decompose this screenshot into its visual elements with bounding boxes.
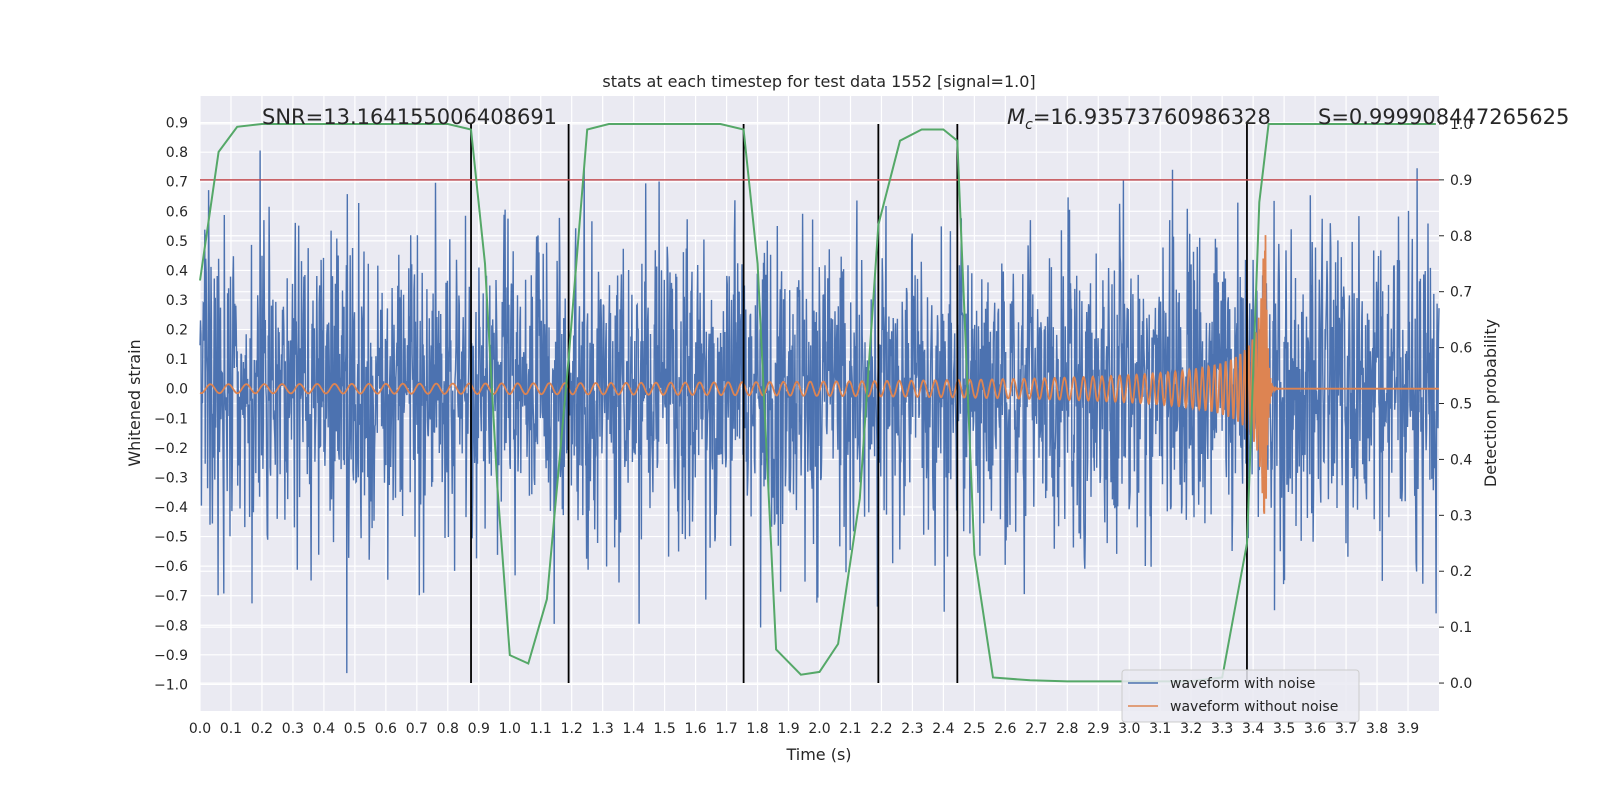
y2-tick-label: 1.0 bbox=[1450, 117, 1472, 133]
x-tick-label: 1.4 bbox=[623, 721, 645, 737]
y2-tick-label: 0.9 bbox=[1450, 173, 1472, 189]
y-tick-label: −0.5 bbox=[154, 530, 188, 546]
x-tick-label: 3.0 bbox=[1118, 721, 1140, 737]
y-tick-label: 0.1 bbox=[166, 352, 188, 368]
legend-label-clean: waveform without noise bbox=[1170, 699, 1338, 715]
x-tick-label: 0.7 bbox=[406, 721, 428, 737]
y-tick-label: 0.9 bbox=[166, 116, 188, 132]
noisy-waveform-line bbox=[199, 150, 1440, 674]
y2-tick-label: 0.7 bbox=[1450, 285, 1472, 301]
legend: waveform with noise waveform without noi… bbox=[1121, 669, 1360, 723]
y2-axis-label: Detection probability bbox=[1481, 319, 1500, 487]
chart-title: stats at each timestep for test data 155… bbox=[602, 72, 1035, 91]
y-tick-label: 0.7 bbox=[166, 175, 188, 191]
y-tick-label: 0.5 bbox=[166, 234, 188, 250]
x-tick-label: 2.9 bbox=[1087, 721, 1109, 737]
vertical-lines bbox=[470, 123, 1248, 684]
y2-tick-label: 0.5 bbox=[1450, 397, 1472, 413]
x-tick-label: 0.4 bbox=[313, 721, 335, 737]
snr-annotation: SNR=13.164155006408691 bbox=[262, 105, 557, 129]
y2-tick-label: 0.1 bbox=[1450, 620, 1472, 636]
series-waveform-without-noise bbox=[199, 235, 1439, 514]
x-tick-label: 0.0 bbox=[189, 721, 211, 737]
x-tick-label: 2.2 bbox=[870, 721, 892, 737]
series-waveform-with-noise bbox=[199, 150, 1440, 674]
x-tick-label: 3.9 bbox=[1397, 721, 1419, 737]
y-tick-labels: 0.9 0.8 0.7 0.6 0.5 0.4 0.3 0.2 0.1 0.0 −0.1 −0.2 −0… bbox=[154, 116, 188, 694]
x-tick-label: 3.8 bbox=[1366, 721, 1388, 737]
y-tick-label: 0.6 bbox=[166, 204, 188, 220]
x-tick-label: 1.5 bbox=[653, 721, 675, 737]
x-tick-label: 2.0 bbox=[808, 721, 830, 737]
legend-box bbox=[1121, 669, 1360, 723]
y-tick-label: −0.7 bbox=[154, 589, 188, 605]
x-tick-label: 1.0 bbox=[499, 721, 521, 737]
mc-annotation: Mc=16.93573760986328 bbox=[1007, 105, 1271, 133]
x-tick-label: 1.3 bbox=[592, 721, 614, 737]
y-tick-label: −0.9 bbox=[154, 648, 188, 664]
x-tick-label: 1.6 bbox=[684, 721, 706, 737]
x-tick-label: 1.2 bbox=[561, 721, 583, 737]
x-tick-labels: 0.0 0.1 0.2 0.3 0.4 0.5 0.6 0.7 0.8 0.9 1.0 1.1 1.2 1… bbox=[189, 721, 1419, 737]
x-tick-label: 0.8 bbox=[437, 721, 459, 737]
x-tick-label: 3.5 bbox=[1273, 721, 1295, 737]
x-tick-label: 0.1 bbox=[220, 721, 242, 737]
x-tick-label: 3.6 bbox=[1304, 721, 1326, 737]
x-tick-label: 2.5 bbox=[963, 721, 985, 737]
clean-waveform-line bbox=[199, 235, 1439, 514]
y-tick-label: 0.3 bbox=[166, 293, 188, 309]
y-tick-label: 0.0 bbox=[166, 382, 188, 398]
x-tick-label: 0.9 bbox=[468, 721, 490, 737]
x-axis-label: Time (s) bbox=[785, 745, 851, 764]
y-tick-label: 0.4 bbox=[166, 263, 188, 279]
mc-subscript: c bbox=[1025, 117, 1033, 133]
x-tick-label: 3.3 bbox=[1211, 721, 1233, 737]
y2-tick-label: 0.6 bbox=[1450, 341, 1472, 357]
x-tick-label: 1.9 bbox=[777, 721, 799, 737]
x-tick-label: 0.6 bbox=[375, 721, 397, 737]
x-tick-label: 3.7 bbox=[1335, 721, 1357, 737]
x-tick-label: 3.1 bbox=[1149, 721, 1171, 737]
y-tick-label: −0.4 bbox=[154, 500, 188, 516]
y-tick-label: 0.8 bbox=[166, 145, 188, 161]
y-tick-label: −0.1 bbox=[154, 411, 188, 427]
x-tick-label: 2.8 bbox=[1056, 721, 1078, 737]
x-tick-label: 3.2 bbox=[1180, 721, 1202, 737]
y-axis-label: Whitened strain bbox=[125, 339, 144, 466]
mc-symbol: M bbox=[1007, 105, 1025, 129]
x-tick-label: 0.5 bbox=[344, 721, 366, 737]
y2-tick-label: 0.4 bbox=[1450, 452, 1472, 468]
y2-tick-label: 0.8 bbox=[1450, 229, 1472, 245]
x-tick-label: 2.6 bbox=[994, 721, 1016, 737]
y-tick-label: −0.6 bbox=[154, 559, 188, 575]
x-tick-label: 1.7 bbox=[715, 721, 737, 737]
y-tick-label: −1.0 bbox=[154, 677, 188, 693]
x-tick-label: 1.8 bbox=[746, 721, 768, 737]
y2-tick-label: 0.0 bbox=[1450, 676, 1472, 692]
x-tick-label: 2.7 bbox=[1025, 721, 1047, 737]
y2-tick-label: 0.2 bbox=[1450, 564, 1472, 580]
mc-value: =16.93573760986328 bbox=[1033, 105, 1271, 129]
y2-tick-label: 0.3 bbox=[1450, 508, 1472, 524]
y-tick-label: 0.2 bbox=[166, 323, 188, 339]
x-tick-label: 2.1 bbox=[839, 721, 861, 737]
x-tick-label: 2.3 bbox=[901, 721, 923, 737]
y2-tick-labels: 1.0 0.9 0.8 0.7 0.6 0.5 0.4 0.3 0.2 0.1 0.0 bbox=[1439, 117, 1472, 692]
legend-label-noise: waveform with noise bbox=[1170, 676, 1315, 692]
y-tick-label: −0.2 bbox=[154, 441, 188, 457]
x-tick-label: 0.3 bbox=[282, 721, 304, 737]
y-tick-label: −0.3 bbox=[154, 470, 188, 486]
y-tick-label: −0.8 bbox=[154, 618, 188, 634]
x-tick-label: 1.1 bbox=[530, 721, 552, 737]
x-tick-label: 3.4 bbox=[1242, 721, 1264, 737]
x-tick-label: 2.4 bbox=[932, 721, 954, 737]
x-tick-label: 0.2 bbox=[251, 721, 273, 737]
s-annotation: S=0.999908447265625 bbox=[1318, 105, 1569, 129]
